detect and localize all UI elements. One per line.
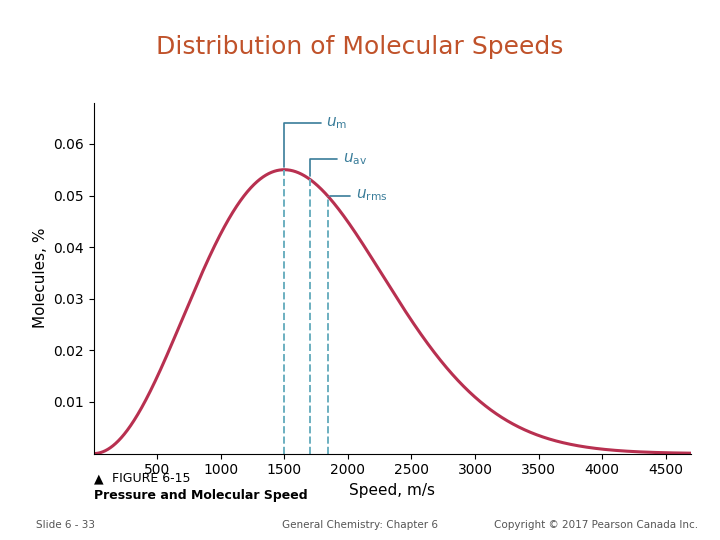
Text: Slide 6 - 33: Slide 6 - 33 bbox=[36, 520, 95, 530]
Text: Pressure and Molecular Speed: Pressure and Molecular Speed bbox=[94, 489, 307, 502]
Text: Distribution of Molecular Speeds: Distribution of Molecular Speeds bbox=[156, 35, 564, 59]
Text: ▲: ▲ bbox=[94, 472, 103, 485]
Text: $u_\mathrm{rms}$: $u_\mathrm{rms}$ bbox=[330, 188, 387, 204]
Text: $u_\mathrm{av}$: $u_\mathrm{av}$ bbox=[310, 152, 367, 177]
Text: $u_\mathrm{m}$: $u_\mathrm{m}$ bbox=[284, 116, 348, 167]
Text: FIGURE 6-15: FIGURE 6-15 bbox=[112, 472, 190, 485]
X-axis label: Speed, m/s: Speed, m/s bbox=[349, 483, 436, 498]
Text: General Chemistry: Chapter 6: General Chemistry: Chapter 6 bbox=[282, 520, 438, 530]
Y-axis label: Molecules, %: Molecules, % bbox=[32, 228, 48, 328]
Text: Copyright © 2017 Pearson Canada Inc.: Copyright © 2017 Pearson Canada Inc. bbox=[494, 520, 698, 530]
